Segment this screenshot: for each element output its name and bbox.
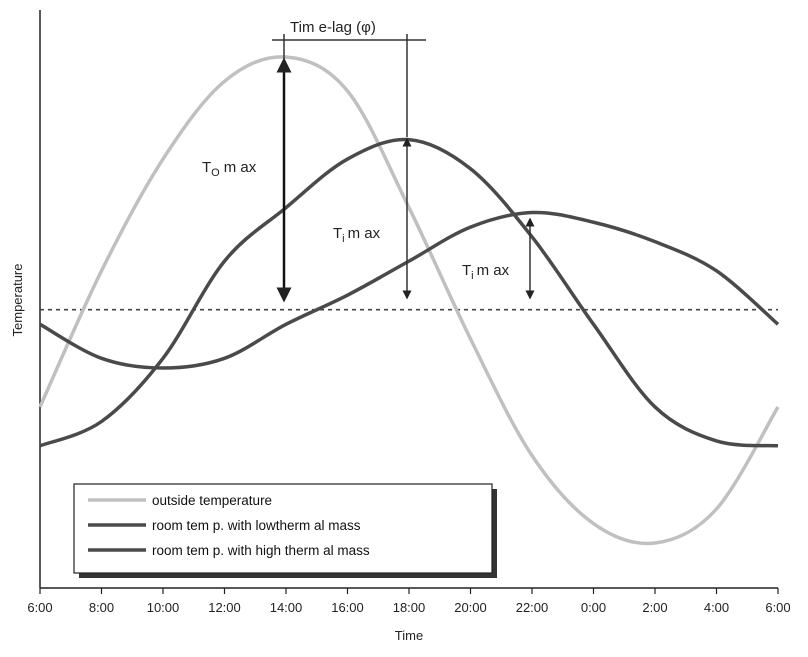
to-max-sub: O — [211, 167, 220, 179]
x-tick-label: 6:00 — [765, 600, 790, 615]
x-axis-label: Time — [395, 628, 423, 643]
to-max-annotation: TO m ax — [202, 57, 292, 303]
x-tick-label: 20:00 — [454, 600, 487, 615]
x-ticks: 6:00 8:00 10:00 12:00 14:00 16:00 18:00 20:00 22… — [27, 588, 791, 615]
series-low-thermal-mass — [39, 137, 779, 448]
ti-max-annotation-1: Ti m ax — [333, 137, 412, 300]
series-high-thermal-mass — [39, 210, 780, 370]
legend-label-outside: outside temperature — [152, 493, 272, 508]
legend-label-high: room tem p. with high therm al mass — [152, 543, 370, 558]
x-tick-label: 6:00 — [27, 600, 52, 615]
x-tick-label: 10:00 — [147, 600, 180, 615]
x-tick-label: 12:00 — [208, 600, 241, 615]
x-tick-label: 22:00 — [516, 600, 549, 615]
ti-max-rest-2: m ax — [477, 262, 510, 279]
series-outside-temperature — [38, 55, 780, 546]
ti-max-sub-2: i — [471, 270, 473, 282]
ti-max-rest-1: m ax — [348, 225, 381, 242]
x-tick-label: 16:00 — [331, 600, 364, 615]
x-tick-label: 8:00 — [89, 600, 114, 615]
to-max-t: T — [202, 159, 211, 176]
series-group — [38, 55, 780, 546]
x-tick-label: 4:00 — [704, 600, 729, 615]
ti-max-label-2: Ti m ax — [462, 262, 510, 282]
ti-max-t-1: T — [333, 225, 342, 242]
ti-max-t-2: T — [462, 262, 471, 279]
time-lag-annotation: Tim e-lag (φ) — [272, 19, 426, 137]
x-tick-label: 2:00 — [642, 600, 667, 615]
legend-label-low: room tem p. with lowtherm al mass — [152, 518, 361, 533]
to-max-label: TO m ax — [202, 159, 257, 179]
legend: outside temperature room tem p. with low… — [73, 483, 497, 578]
x-tick-label: 18:00 — [393, 600, 426, 615]
ti-max-annotation-2: Ti m ax — [462, 217, 535, 300]
to-max-rest: m ax — [224, 159, 257, 176]
x-tick-label: 0:00 — [581, 600, 606, 615]
x-tick-label: 14:00 — [270, 600, 303, 615]
y-axis-label: Temperature — [10, 264, 25, 337]
time-lag-label: Tim e-lag (φ) — [290, 19, 376, 36]
ti-max-sub-1: i — [342, 233, 344, 245]
ti-max-label-1: Ti m ax — [333, 225, 381, 245]
